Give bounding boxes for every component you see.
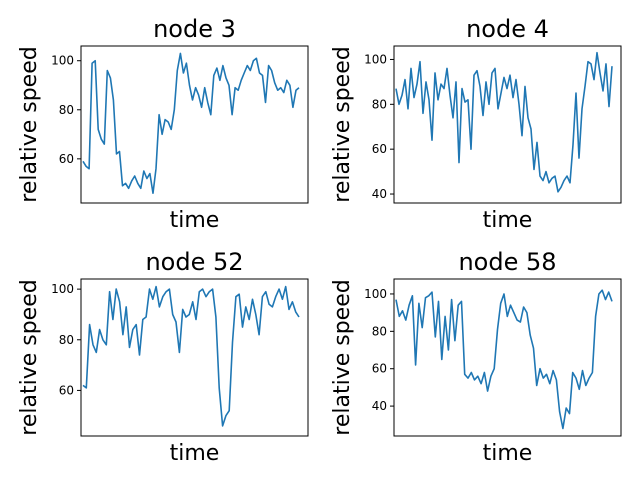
y-tick-label: 100	[364, 287, 387, 301]
y-axis-label: relative speed	[330, 46, 355, 202]
subplot-title: node 3	[153, 15, 236, 43]
subplot-title: node 4	[466, 15, 549, 43]
y-tick-label: 80	[59, 103, 74, 117]
series-line	[82, 52, 300, 194]
axes-frame	[80, 45, 309, 204]
axes-frame	[393, 45, 622, 204]
x-axis-label: time	[170, 441, 220, 466]
axes-frame	[393, 278, 622, 437]
y-tick-label: 60	[59, 383, 74, 397]
y-tick-label: 80	[372, 97, 387, 111]
y-tick-label: 80	[372, 324, 387, 338]
subplot-1: 60 80 100 node 3 time relative speed	[17, 15, 309, 233]
y-tick-label: 40	[372, 399, 387, 413]
y-tick-label: 60	[372, 362, 387, 376]
subplot-3: 60 80 100 node 52 time relative speed	[17, 248, 309, 466]
x-axis-label: time	[170, 208, 220, 233]
series-line	[82, 285, 300, 427]
y-tick-label: 60	[372, 142, 387, 156]
y-tick-label: 60	[59, 152, 74, 166]
series-line	[395, 51, 613, 193]
axes-frame	[80, 278, 309, 437]
y-tick-label: 100	[364, 52, 387, 66]
y-tick-label: 80	[59, 333, 74, 347]
series-line	[395, 289, 613, 430]
y-axis-label: relative speed	[17, 279, 42, 435]
y-axis-label: relative speed	[330, 279, 355, 435]
subplot-4: 40 60 80 100 node 58 time relative speed	[330, 248, 622, 466]
x-axis-label: time	[483, 441, 533, 466]
subplot-2: 40 60 80 100 node 4 time relative speed	[330, 15, 622, 233]
subplot-title: node 58	[458, 248, 556, 276]
y-tick-label: 40	[372, 187, 387, 201]
y-axis-label: relative speed	[17, 46, 42, 202]
y-tick-label: 100	[51, 282, 74, 296]
x-axis-label: time	[483, 208, 533, 233]
y-tick-label: 100	[51, 54, 74, 68]
subplot-title: node 52	[145, 248, 243, 276]
